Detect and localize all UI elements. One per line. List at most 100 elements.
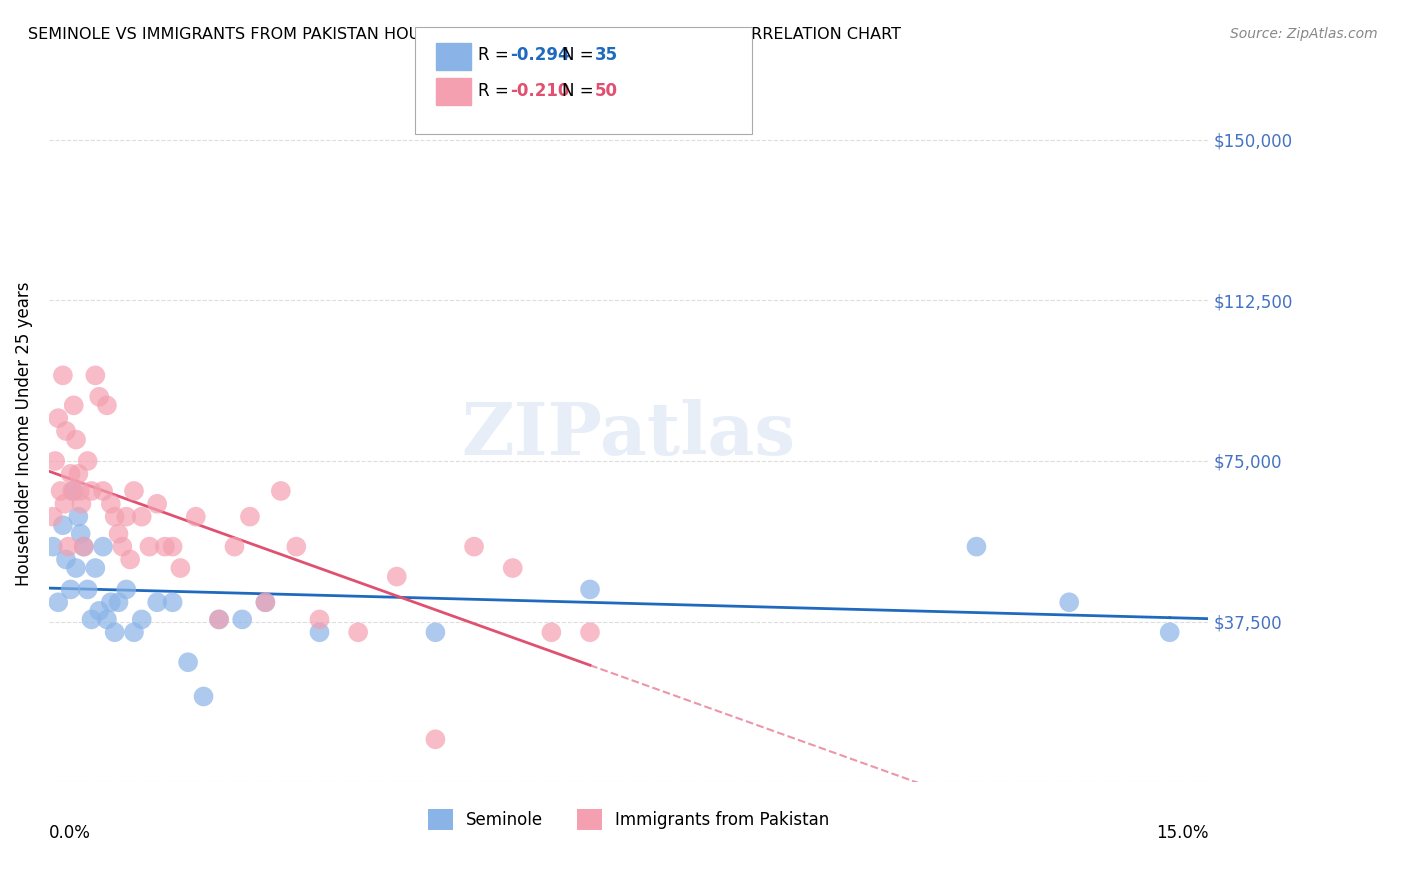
Point xyxy=(67,509,90,524)
Point xyxy=(193,690,215,704)
Point xyxy=(62,483,84,498)
Point xyxy=(70,497,93,511)
Point xyxy=(184,509,207,524)
Point xyxy=(42,540,65,554)
Point xyxy=(131,612,153,626)
Point xyxy=(177,655,200,669)
Point xyxy=(53,497,76,511)
Point xyxy=(425,732,447,747)
Point xyxy=(91,540,114,554)
Point xyxy=(84,368,107,383)
Point xyxy=(169,561,191,575)
Point xyxy=(111,540,134,554)
Point xyxy=(162,540,184,554)
Y-axis label: Householder Income Under 25 years: Householder Income Under 25 years xyxy=(15,282,32,586)
Text: ZIPatlas: ZIPatlas xyxy=(461,399,796,470)
Point xyxy=(42,509,65,524)
Point xyxy=(347,625,370,640)
Point xyxy=(73,540,96,554)
Point xyxy=(966,540,988,554)
Text: 35: 35 xyxy=(595,46,617,64)
Point xyxy=(579,582,602,597)
Point xyxy=(100,497,122,511)
Point xyxy=(76,582,98,597)
Point xyxy=(122,483,145,498)
Point xyxy=(73,540,96,554)
Point xyxy=(69,483,91,498)
Point xyxy=(60,483,83,498)
Point xyxy=(146,497,169,511)
Point xyxy=(285,540,308,554)
Point xyxy=(122,625,145,640)
Point xyxy=(58,540,80,554)
Point xyxy=(80,483,103,498)
Point xyxy=(55,552,77,566)
Point xyxy=(96,398,118,412)
Point xyxy=(224,540,246,554)
Point xyxy=(89,390,111,404)
Point xyxy=(138,540,160,554)
Text: Source: ZipAtlas.com: Source: ZipAtlas.com xyxy=(1230,27,1378,41)
Point xyxy=(65,561,87,575)
Point xyxy=(208,612,231,626)
Point xyxy=(59,467,82,481)
Point xyxy=(107,526,129,541)
Point xyxy=(254,595,277,609)
Point xyxy=(80,612,103,626)
Point xyxy=(146,595,169,609)
Point xyxy=(91,483,114,498)
Point xyxy=(208,612,231,626)
Point xyxy=(107,595,129,609)
Point xyxy=(231,612,253,626)
Point xyxy=(239,509,262,524)
Point xyxy=(153,540,176,554)
Point xyxy=(52,518,75,533)
Point xyxy=(131,509,153,524)
Point xyxy=(425,625,447,640)
Point xyxy=(104,509,127,524)
Point xyxy=(62,398,84,412)
Text: 15.0%: 15.0% xyxy=(1156,824,1208,842)
Point xyxy=(115,509,138,524)
Point xyxy=(385,569,408,583)
Text: N =: N = xyxy=(562,46,599,64)
Point xyxy=(59,582,82,597)
Point xyxy=(89,604,111,618)
Point xyxy=(65,433,87,447)
Point xyxy=(67,467,90,481)
Text: -0.210: -0.210 xyxy=(510,82,569,100)
Point xyxy=(46,595,69,609)
Point xyxy=(1159,625,1181,640)
Text: 0.0%: 0.0% xyxy=(49,824,91,842)
Text: N =: N = xyxy=(562,82,599,100)
Point xyxy=(44,454,66,468)
Point xyxy=(104,625,127,640)
Point xyxy=(49,483,72,498)
Point xyxy=(308,625,330,640)
Point xyxy=(115,582,138,597)
Point xyxy=(69,526,91,541)
Text: R =: R = xyxy=(478,82,515,100)
Point xyxy=(579,625,602,640)
Point xyxy=(84,561,107,575)
Point xyxy=(162,595,184,609)
Point xyxy=(52,368,75,383)
Point xyxy=(502,561,524,575)
Point xyxy=(308,612,330,626)
Text: 50: 50 xyxy=(595,82,617,100)
Point xyxy=(120,552,142,566)
Text: -0.294: -0.294 xyxy=(510,46,569,64)
Point xyxy=(96,612,118,626)
Point xyxy=(1057,595,1080,609)
Point xyxy=(100,595,122,609)
Point xyxy=(463,540,485,554)
Point xyxy=(46,411,69,425)
Text: R =: R = xyxy=(478,46,515,64)
Point xyxy=(254,595,277,609)
Point xyxy=(540,625,562,640)
Point xyxy=(55,424,77,438)
Text: SEMINOLE VS IMMIGRANTS FROM PAKISTAN HOUSEHOLDER INCOME UNDER 25 YEARS CORRELATI: SEMINOLE VS IMMIGRANTS FROM PAKISTAN HOU… xyxy=(28,27,901,42)
Point xyxy=(76,454,98,468)
Point xyxy=(270,483,292,498)
Legend: Seminole, Immigrants from Pakistan: Seminole, Immigrants from Pakistan xyxy=(422,803,837,837)
